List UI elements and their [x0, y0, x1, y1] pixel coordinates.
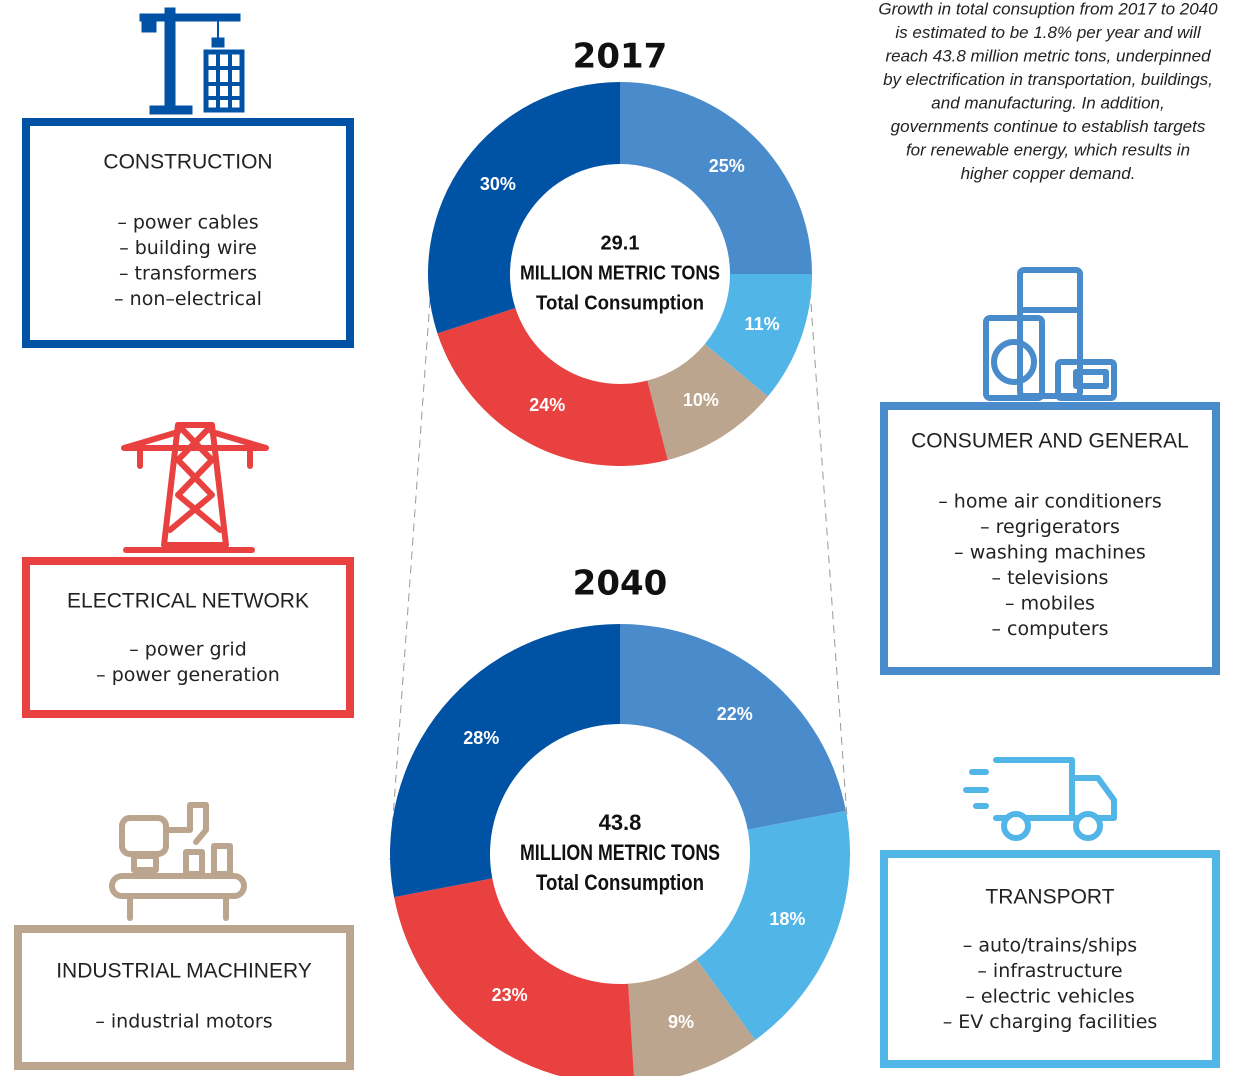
donut-segment [437, 307, 668, 466]
segment-label: 24% [529, 395, 565, 415]
segment-label: 23% [492, 985, 528, 1005]
category-box [14, 925, 354, 1070]
donut-segment [696, 810, 850, 1041]
category-box [22, 557, 354, 718]
segment-label: 11% [745, 314, 780, 334]
box-item: – electric vehicles [965, 986, 1134, 1008]
donut-segment [620, 82, 812, 274]
box-item: – mobiles [1005, 593, 1095, 615]
segment-label: 22% [717, 704, 753, 724]
donut-segment [394, 878, 634, 1076]
category-box [880, 850, 1220, 1068]
segment-label: 25% [709, 156, 745, 176]
box-item: – regrigerators [980, 516, 1120, 538]
note-line: higher copper demand. [961, 164, 1136, 183]
box-item: – industrial motors [95, 1011, 272, 1033]
box-title: TRANSPORT [985, 886, 1114, 909]
segment-label: 9% [668, 1012, 694, 1032]
note-line: is estimated to be 1.8% per year and wil… [895, 23, 1201, 42]
note-line: by electrification in transportation, bu… [883, 70, 1213, 89]
chart-title: 2040 [573, 564, 668, 604]
connector [389, 299, 431, 861]
construction-icon [139, 7, 245, 115]
box-item: – power grid [129, 639, 247, 661]
industrial-icon [109, 802, 247, 921]
note-line: Growth in total consuption from 2017 to … [878, 0, 1218, 18]
box-item: – washing machines [954, 542, 1146, 564]
chart-title: 2017 [573, 37, 668, 77]
segment-label: 10% [683, 390, 719, 410]
note-line: for renewable energy, which results in [906, 140, 1190, 159]
donut-segment [390, 624, 620, 898]
note-line: governments continue to establish target… [891, 117, 1206, 136]
box-item: – infrastructure [977, 960, 1122, 982]
donut-segment [427, 82, 620, 334]
center-label: Total Consumption [536, 870, 704, 895]
donut-segment [704, 274, 812, 397]
connector [809, 289, 851, 861]
donut-segment [620, 624, 846, 830]
donut-segment [647, 344, 768, 460]
center-value: 29.1 [601, 232, 640, 254]
note-line: and manufacturing. In addition, [931, 93, 1164, 112]
box-item: – auto/trains/ships [963, 935, 1137, 957]
box-item: – EV charging facilities [943, 1011, 1158, 1033]
box-title: INDUSTRIAL MACHINERY [56, 960, 312, 983]
box-item: – building wire [119, 237, 257, 259]
box-title: CONSUMER AND GENERAL [911, 430, 1189, 453]
segment-label: 28% [463, 728, 499, 748]
box-item: – power generation [96, 664, 280, 686]
segment-label: 18% [769, 909, 805, 929]
box-item: – transformers [119, 263, 257, 285]
center-value: 43.8 [599, 810, 642, 835]
center-unit: MILLION METRIC TONS [520, 262, 720, 284]
box-title: ELECTRICAL NETWORK [67, 590, 309, 613]
box-item: – non–electrical [114, 288, 262, 310]
box-item: – home air conditioners [938, 491, 1161, 513]
box-title: CONSTRUCTION [103, 151, 272, 174]
center-label: Total Consumption [536, 292, 704, 314]
segment-label: 30% [480, 174, 516, 194]
donut-segment [628, 959, 756, 1076]
box-item: – power cables [117, 212, 258, 234]
consumer-icon [983, 267, 1117, 401]
category-box [880, 402, 1220, 675]
center-unit: MILLION METRIC TONS [520, 840, 720, 865]
note-line: reach 43.8 million metric tons, underpin… [885, 46, 1211, 65]
transport-icon [963, 757, 1117, 841]
box-item: – computers [991, 618, 1108, 640]
electrical-icon [121, 422, 269, 553]
box-item: – televisions [992, 567, 1109, 589]
category-box [22, 118, 354, 348]
